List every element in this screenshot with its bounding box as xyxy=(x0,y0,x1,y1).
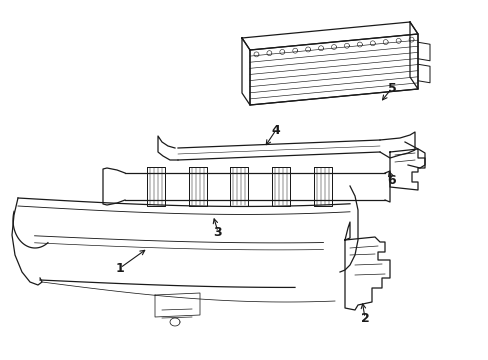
Text: 2: 2 xyxy=(360,311,368,324)
Text: 6: 6 xyxy=(387,174,395,186)
Text: 1: 1 xyxy=(115,261,124,274)
Text: 4: 4 xyxy=(271,123,280,136)
Text: 3: 3 xyxy=(213,225,222,238)
Text: 5: 5 xyxy=(387,81,396,94)
